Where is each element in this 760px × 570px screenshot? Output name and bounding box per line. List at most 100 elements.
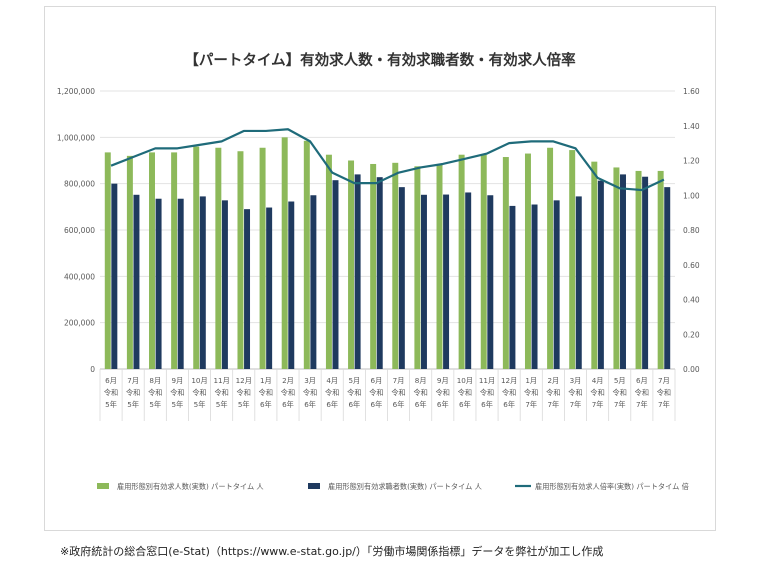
bar-job-seekers [420, 194, 427, 369]
legend: 雇用形態別有効求人数(実数) パートタイム 人 雇用形態別有効求職者数(実数) パ… [97, 482, 689, 491]
bar-job-openings [436, 163, 443, 369]
x-tick-label: 5年 [149, 400, 161, 409]
x-tick-label: 6年 [393, 400, 405, 409]
x-tick-label: 令和 [237, 388, 251, 397]
x-tick-label: 6月 [636, 376, 648, 385]
bar-job-openings [126, 155, 133, 369]
x-tick-label: 令和 [259, 388, 273, 397]
bar-job-seekers [575, 196, 582, 369]
x-tick-label: 5年 [172, 400, 184, 409]
bar-job-seekers [531, 204, 538, 369]
x-tick-label: 10月 [191, 376, 207, 385]
x-tick-label: 令和 [347, 388, 361, 397]
legend-swatch [97, 483, 109, 489]
x-tick-label: 令和 [613, 388, 627, 397]
x-tick-label: 令和 [192, 388, 206, 397]
x-tick-label: 5年 [194, 400, 206, 409]
x-tick-label: 令和 [214, 388, 228, 397]
x-tick-label: 11月 [479, 376, 495, 385]
x-tick-label: 12月 [236, 376, 252, 385]
y-left-tick-label: 400,000 [64, 272, 95, 281]
bar-job-openings [104, 152, 111, 369]
bar-job-seekers [597, 180, 604, 369]
bar-job-seekers [376, 177, 383, 369]
x-tick-label: 7月 [393, 376, 405, 385]
bar-job-openings [547, 147, 554, 369]
y-right-tick-label: 1.20 [683, 157, 700, 166]
x-tick-label: 5年 [127, 400, 139, 409]
y-left-tick-label: 200,000 [64, 319, 95, 328]
y-right-tick-label: 0.80 [683, 226, 700, 235]
x-tick-label: 1月 [525, 376, 537, 385]
y-left-tick-label: 1,000,000 [57, 133, 95, 142]
bar-job-openings [657, 170, 664, 369]
x-tick-label: 7年 [592, 400, 604, 409]
y-right-tick-label: 1.00 [683, 191, 700, 200]
bar-job-seekers [288, 201, 295, 369]
x-tick-label: 4月 [592, 376, 604, 385]
source-note: ※政府統計の総合窓口(e-Stat)（https://www.e-stat.go… [60, 545, 604, 558]
bar-job-openings [215, 147, 222, 369]
x-tick-label: 9月 [172, 376, 184, 385]
x-tick-label: 3月 [570, 376, 582, 385]
bar-job-seekers [310, 195, 317, 369]
bar-job-seekers [487, 195, 494, 369]
bar-job-seekers [354, 174, 361, 369]
x-tick-label: 令和 [281, 388, 295, 397]
x-tick-label: 令和 [546, 388, 560, 397]
x-tick-label: 6月 [105, 376, 117, 385]
x-tick-label: 5年 [105, 400, 117, 409]
bar-job-openings [414, 166, 421, 369]
x-tick-label: 6年 [348, 400, 360, 409]
x-tick-label: 7年 [658, 400, 670, 409]
x-tick-label: 令和 [635, 388, 649, 397]
x-tick-label: 6年 [326, 400, 338, 409]
bar-job-seekers [155, 198, 162, 369]
x-tick-label: 7月 [127, 376, 139, 385]
bar-job-seekers [664, 187, 671, 369]
ratio-line-layer [110, 128, 665, 192]
x-tick-label: 令和 [104, 388, 118, 397]
bar-job-seekers [221, 200, 228, 369]
x-tick-label: 9月 [437, 376, 449, 385]
x-tick-label: 6年 [459, 400, 471, 409]
bar-job-openings [458, 154, 465, 369]
x-tick-label: 令和 [325, 388, 339, 397]
bar-job-openings [569, 150, 576, 369]
x-tick-label: 4月 [326, 376, 338, 385]
x-tick-label: 令和 [524, 388, 538, 397]
x-tick-label: 令和 [148, 388, 162, 397]
bar-job-openings [392, 162, 399, 369]
chart-svg: 【パートタイム】有効求人数・有効求職者数・有効求人倍率 0 200,000 400,… [57, 51, 700, 491]
x-tick-label: 6年 [437, 400, 449, 409]
y-left-tick-label: 0 [90, 365, 95, 374]
bar-job-openings [591, 161, 598, 369]
bar-job-seekers [111, 183, 118, 369]
x-tick-label: 2月 [282, 376, 294, 385]
bar-job-openings [171, 152, 178, 369]
bar-job-openings [281, 137, 288, 369]
x-tick-label: 令和 [657, 388, 671, 397]
x-tick-label: 8月 [415, 376, 427, 385]
x-tick-label: 令和 [568, 388, 582, 397]
x-tick-label: 11月 [213, 376, 229, 385]
x-tick-label: 6年 [481, 400, 493, 409]
y-right-tick-label: 0.00 [683, 365, 700, 374]
x-tick-label: 6年 [260, 400, 272, 409]
x-tick-label: 7月 [658, 376, 670, 385]
y-left-tick-label: 800,000 [64, 180, 95, 189]
bar-job-openings [348, 160, 355, 369]
gridlines [100, 90, 675, 370]
x-tick-label: 令和 [369, 388, 383, 397]
bar-job-seekers [398, 187, 405, 369]
x-tick-label: 6年 [503, 400, 515, 409]
x-tick-label: 12月 [501, 376, 517, 385]
x-tick-label: 令和 [436, 388, 450, 397]
x-tick-label: 令和 [590, 388, 604, 397]
x-tick-label: 8月 [149, 376, 161, 385]
bar-job-openings [613, 167, 620, 369]
bar-job-openings [480, 154, 487, 369]
bar-job-seekers [620, 174, 626, 369]
y-right-tick-label: 0.60 [683, 261, 700, 270]
bar-job-openings [149, 152, 155, 369]
